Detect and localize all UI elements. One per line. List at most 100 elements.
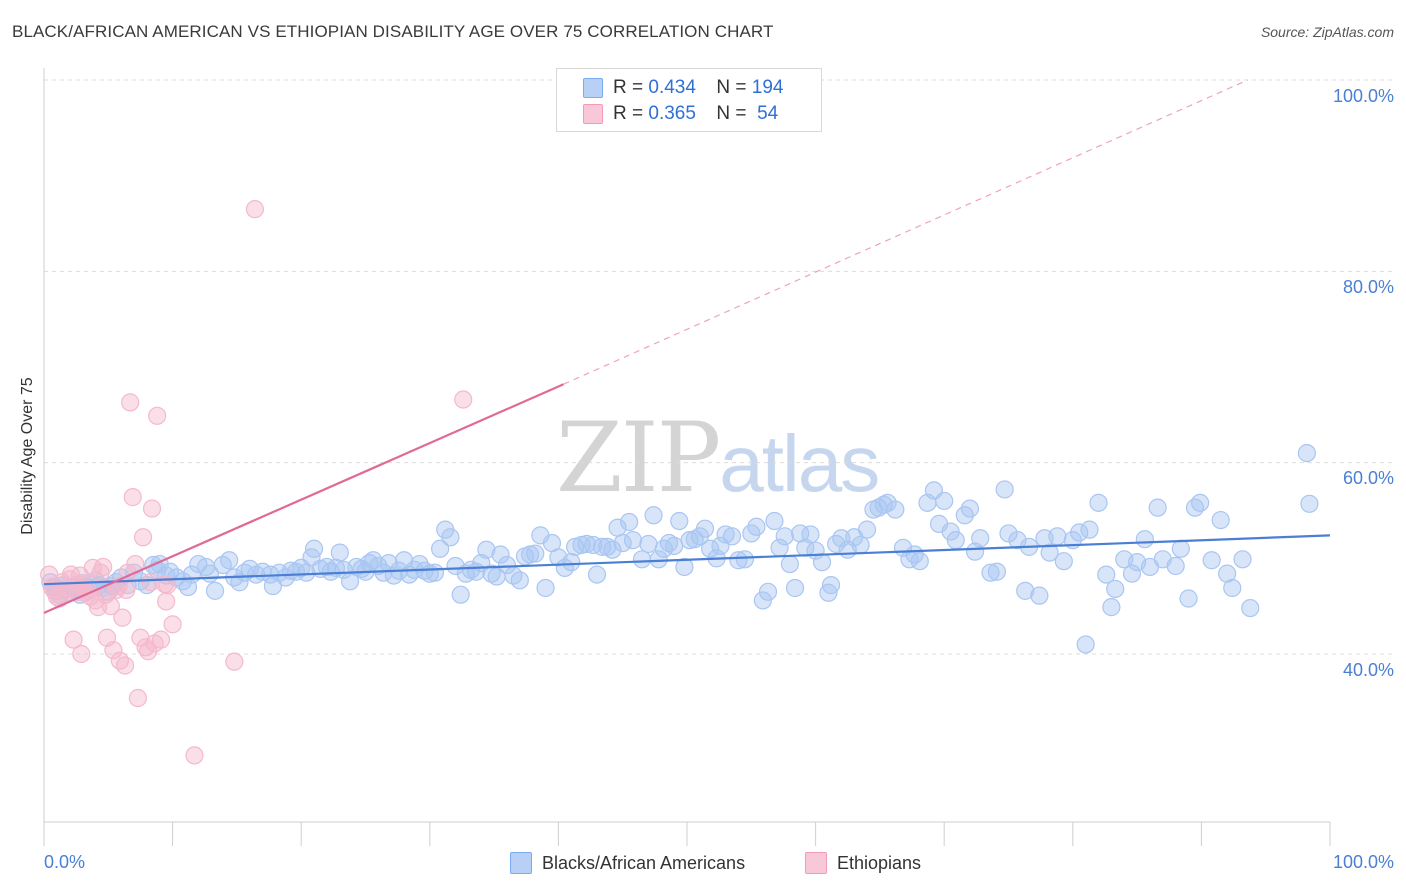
data-point-blacks <box>812 553 832 572</box>
data-point-blacks <box>1008 531 1027 550</box>
stats-legend: R = 0.434 N = 194 R = 0.365 N = 54 <box>556 68 822 132</box>
data-point-ethiopians <box>117 580 136 600</box>
data-point-blacks <box>695 519 715 538</box>
data-point-ethiopians <box>94 557 113 577</box>
data-point-blacks <box>1040 543 1059 562</box>
data-point-blacks <box>1202 551 1221 570</box>
n-value: 54 <box>757 103 779 124</box>
data-point-blacks <box>562 553 581 572</box>
data-point-blacks <box>482 564 501 583</box>
data-point-ethiopians <box>115 656 135 675</box>
data-point-blacks <box>680 531 699 550</box>
data-point-blacks <box>603 540 622 559</box>
data-point-blacks <box>821 576 841 595</box>
data-point-blacks <box>477 540 496 559</box>
data-point-blacks <box>577 534 596 554</box>
data-point-blacks <box>330 543 349 562</box>
data-point-blacks <box>999 524 1018 543</box>
data-point-blacks <box>851 535 870 555</box>
y-tick-100: 100.0% <box>1332 86 1394 106</box>
data-point-blacks <box>1300 494 1319 513</box>
pink-swatch <box>583 104 603 124</box>
data-point-blacks <box>364 551 383 570</box>
data-point-blacks <box>1179 589 1198 608</box>
trendline-blacks <box>43 534 1331 586</box>
r-label: R = <box>613 77 644 98</box>
data-point-ethiopians <box>133 528 153 547</box>
data-point-blacks <box>801 525 820 544</box>
data-point-ethiopians <box>158 576 177 595</box>
data-point-blacks <box>675 557 694 577</box>
data-point-blacks <box>1218 564 1237 583</box>
y-tick-80: 80.0% <box>1342 277 1394 297</box>
n-value: 194 <box>751 77 784 98</box>
data-point-blacks <box>701 539 720 558</box>
data-point-blacks <box>1148 498 1167 517</box>
data-point-blacks <box>1106 579 1125 599</box>
data-point-blacks <box>1097 565 1116 584</box>
data-point-blacks <box>654 539 673 558</box>
legend-swatch-blue <box>510 852 532 874</box>
data-point-blacks <box>491 545 510 564</box>
data-point-blacks <box>775 527 794 546</box>
data-point-blacks <box>1102 598 1121 617</box>
legend-label-ethiopians: Ethiopians <box>837 852 922 873</box>
data-point-blacks <box>1297 444 1316 463</box>
data-point-ethiopians <box>121 393 140 412</box>
data-point-blacks <box>785 578 805 598</box>
data-point-blacks <box>173 572 192 591</box>
legend-swatch-pink <box>805 852 827 874</box>
data-point-blacks <box>857 520 877 539</box>
y-tick-40: 40.0% <box>1342 660 1394 680</box>
data-point-ethiopians <box>101 597 120 616</box>
stats-row-ethiopians: R = 0.365 N = 54 <box>583 102 778 126</box>
source-label: Source: ZipAtlas.com <box>1260 24 1394 40</box>
data-point-ethiopians <box>245 200 265 219</box>
data-point-ethiopians <box>151 630 171 649</box>
data-point-blacks <box>497 555 517 575</box>
watermark: ZIPatlas <box>556 402 880 514</box>
chart-title: BLACK/AFRICAN AMERICAN VS ETHIOPIAN DISA… <box>12 22 774 41</box>
data-point-blacks <box>1233 550 1252 569</box>
data-point-blacks <box>1166 556 1185 576</box>
legend-item-ethiopians[interactable]: Ethiopians <box>805 852 921 874</box>
data-point-blacks <box>1122 564 1142 583</box>
legend-item-blacks[interactable]: Blacks/African Americans <box>510 852 745 874</box>
data-point-blacks <box>1070 523 1089 542</box>
data-point-blacks <box>1076 635 1095 654</box>
data-point-blacks <box>639 534 658 554</box>
data-point-blacks <box>946 531 965 550</box>
data-point-blacks <box>1016 581 1035 600</box>
data-point-blacks <box>536 578 555 598</box>
y-axis-label: Disability Age Over 75 <box>19 377 36 535</box>
data-point-blacks <box>729 551 748 570</box>
data-point-blacks <box>632 550 652 569</box>
data-point-blacks <box>753 591 772 610</box>
stats-row-blacks: R = 0.434 N = 194 <box>583 76 783 100</box>
data-point-blacks <box>1241 598 1260 618</box>
data-point-ethiopians <box>142 499 162 518</box>
series-legend: Blacks/African Americans Ethiopians <box>0 852 1406 876</box>
data-point-blacks <box>613 533 632 553</box>
data-point-ethiopians <box>104 641 123 660</box>
data-point-blacks <box>526 544 545 563</box>
data-point-ethiopians <box>225 652 244 671</box>
blue-swatch <box>583 78 603 98</box>
data-point-ethiopians <box>185 746 204 765</box>
data-point-ethiopians <box>148 406 167 425</box>
r-value: 0.434 <box>648 77 696 98</box>
data-point-ethiopians <box>72 644 91 664</box>
data-point-blacks <box>425 563 445 582</box>
data-point-blacks <box>965 542 985 561</box>
data-point-blacks <box>430 539 450 558</box>
data-point-blacks <box>644 506 663 525</box>
r-label: R = <box>613 103 644 124</box>
legend-label-blacks: Blacks/African Americans <box>542 852 746 873</box>
data-point-blacks <box>960 499 980 518</box>
data-point-blacks <box>441 528 460 547</box>
data-point-blacks <box>220 551 239 570</box>
data-point-blacks <box>981 563 1000 582</box>
data-point-blacks <box>716 525 735 544</box>
data-point-blacks <box>971 529 990 548</box>
data-point-blacks <box>451 585 470 604</box>
